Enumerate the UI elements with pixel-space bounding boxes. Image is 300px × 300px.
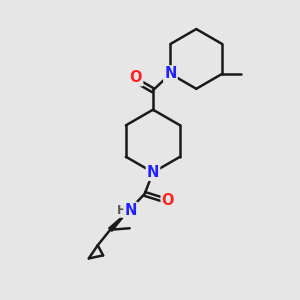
Text: N: N [147, 165, 159, 180]
Text: H: H [117, 204, 127, 217]
Text: N: N [124, 203, 137, 218]
Text: O: O [130, 70, 142, 85]
Polygon shape [109, 211, 128, 231]
Text: O: O [162, 193, 174, 208]
Text: N: N [164, 66, 177, 81]
